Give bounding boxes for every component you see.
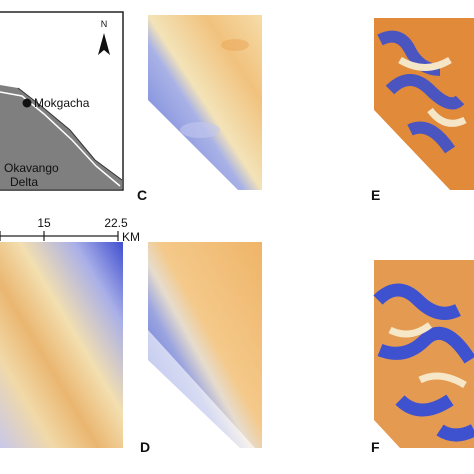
panel-d: [148, 242, 262, 448]
panel-f: [373, 260, 474, 448]
scale-bar: [0, 231, 119, 241]
panel-label: C: [137, 187, 147, 203]
scale-unit: KM: [122, 230, 140, 244]
north-arrow: [98, 33, 110, 55]
scale-label: 22.5: [104, 216, 128, 230]
region-label: Okavango: [4, 161, 59, 175]
locator-map: N Mokgacha Okavango Delta: [0, 11, 124, 191]
panel-c: [148, 15, 262, 190]
place-label: Mokgacha: [34, 96, 90, 110]
panel-e: [374, 18, 474, 190]
north-label: N: [101, 19, 108, 29]
panel-label: E: [371, 187, 380, 203]
region-label: Delta: [10, 175, 38, 189]
panel-b: [0, 242, 123, 448]
panel-label: D: [140, 439, 150, 455]
scale-label: 15: [37, 216, 51, 230]
panel-label: F: [371, 439, 380, 455]
place-marker: [22, 98, 32, 108]
